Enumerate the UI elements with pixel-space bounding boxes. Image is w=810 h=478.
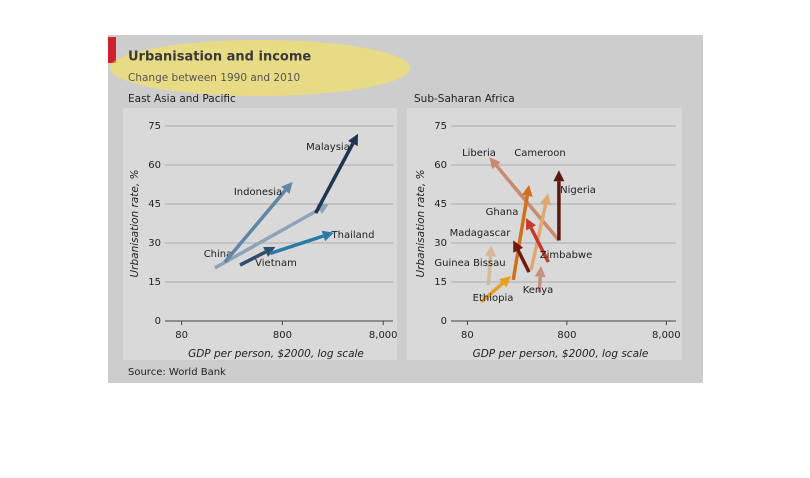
arrow: [516, 249, 531, 273]
series-label: Indonesia: [234, 187, 282, 198]
arrow-head: [553, 170, 565, 182]
x-tick-label: 800: [273, 330, 292, 341]
y-tick-label: 15: [434, 277, 447, 288]
chart-title: Urbanisation and income: [128, 50, 311, 65]
arrow: [529, 227, 550, 263]
series-label: China: [204, 249, 233, 260]
arrow-head: [526, 218, 536, 231]
y-axis-label: Urbanisation rate, %: [129, 169, 141, 277]
x-tick-label: 8,000: [369, 330, 398, 341]
arrow: [269, 234, 324, 256]
arrow-head: [348, 133, 359, 147]
chart-subtitle: Change between 1990 and 2010: [128, 72, 300, 84]
y-tick-label: 0: [441, 316, 447, 327]
arrow: [480, 281, 504, 304]
y-tick-label: 60: [148, 160, 161, 171]
arrow: [213, 207, 321, 270]
source: Source: World Bank: [128, 367, 226, 378]
x-tick-label: 8,000: [652, 330, 681, 341]
y-tick-label: 30: [148, 238, 161, 249]
arrow-head: [489, 157, 501, 170]
series-label: Kenya: [523, 285, 554, 296]
y-tick-label: 75: [434, 121, 447, 132]
y-tick-label: 15: [148, 277, 161, 288]
x-tick-label: 80: [461, 330, 474, 341]
arrow: [511, 195, 529, 281]
arrow: [529, 203, 548, 271]
arrow-head: [521, 185, 533, 197]
series-label: Ethiopia: [473, 293, 514, 304]
arrow: [486, 255, 493, 286]
series-label: Madagascar: [450, 228, 512, 239]
arrow: [314, 142, 355, 214]
series-label: Malaysia: [306, 142, 350, 153]
y-tick-label: 45: [148, 199, 161, 210]
panel-title: Sub-Saharan Africa: [414, 93, 515, 105]
x-tick-label: 80: [175, 330, 188, 341]
series-label: Vietnam: [255, 258, 297, 269]
x-axis-label: GDP per person, $2000, log scale: [188, 348, 364, 360]
y-tick-label: 45: [434, 199, 447, 210]
series-label: Liberia: [462, 148, 496, 159]
series-label: Cameroon: [514, 148, 565, 159]
y-tick-label: 60: [434, 160, 447, 171]
series-label: Zimbabwe: [540, 250, 593, 261]
arrow-head: [485, 245, 496, 257]
arrow-head: [499, 276, 512, 288]
arrow-head: [540, 193, 552, 206]
series-label: Guinea Bissau: [434, 258, 505, 269]
arrow-head: [513, 240, 524, 253]
arrow-head: [281, 181, 293, 194]
series-label: Thailand: [331, 230, 375, 241]
series-label: Ghana: [486, 207, 519, 218]
y-axis-label: Urbanisation rate, %: [415, 169, 427, 277]
arrow: [239, 250, 267, 267]
arrow-head: [534, 265, 546, 278]
panel-bg: [407, 108, 682, 360]
x-tick-label: 800: [557, 330, 576, 341]
y-tick-label: 0: [155, 316, 161, 327]
arrow: [223, 189, 287, 264]
y-tick-label: 75: [148, 121, 161, 132]
panel-title: East Asia and Pacific: [128, 93, 236, 105]
x-axis-label: GDP per person, $2000, log scale: [473, 348, 649, 360]
y-tick-label: 30: [434, 238, 447, 249]
arrow: [537, 276, 542, 293]
heat-spot: [110, 40, 410, 96]
arrow-head: [321, 230, 334, 242]
arrow-head: [263, 246, 276, 257]
series-label: Nigeria: [560, 185, 596, 196]
red-tab: [108, 37, 116, 63]
